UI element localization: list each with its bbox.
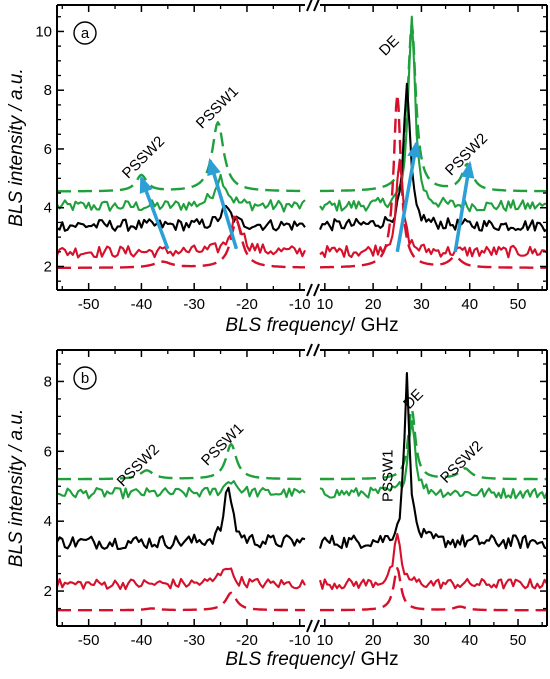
axis-break-mark-0-1 (313, 343, 320, 357)
annotation-pssw2: PSSW2 (437, 438, 486, 487)
series-2-positive-branch (318, 371, 548, 550)
x-tick-label: 20 (365, 296, 382, 313)
x-axis-title: BLS frequency/ GHz (225, 315, 398, 336)
series-0-negative-branch (57, 121, 305, 193)
arrow-1 (208, 160, 239, 250)
x-tick-label: -20 (236, 296, 258, 313)
x-tick-label: 10 (316, 632, 333, 649)
x-tick-label: -30 (183, 632, 205, 649)
axis-break-mark-0-1 (313, 0, 320, 12)
y-tick-label: 2 (44, 583, 52, 600)
y-tick-label: 6 (44, 141, 52, 158)
x-tick-label: 10 (316, 296, 333, 313)
x-tick-label: -40 (131, 296, 153, 313)
series-0-positive-branch (320, 408, 547, 481)
x-tick-label: 40 (461, 296, 478, 313)
annotation-de: DE (376, 33, 403, 60)
y-tick-label: 2 (44, 258, 52, 275)
panel-label: b (81, 370, 89, 387)
series-3-positive-branch (318, 532, 548, 591)
series-4-positive-branch (320, 93, 547, 269)
series-0-negative-branch (57, 443, 305, 481)
y-tick-label: 4 (44, 513, 52, 530)
panel-label-circle (73, 21, 97, 45)
arrow-3 (453, 163, 472, 253)
arrow-head-1 (207, 157, 221, 177)
y-tick-label: 8 (44, 82, 52, 99)
x-tick-label: -50 (78, 632, 100, 649)
series-3-positive-branch (319, 158, 548, 259)
x-tick-label: 30 (413, 632, 430, 649)
axis-break-mark-1-0 (306, 619, 313, 633)
series-1-negative-branch (56, 173, 306, 213)
series-1-negative-branch (56, 480, 306, 500)
arrow-head-3 (460, 160, 475, 179)
y-tick-label: 8 (44, 373, 52, 390)
x-tick-label: -10 (289, 632, 311, 649)
annotation-de: DE (400, 386, 427, 413)
series-2-negative-branch (56, 486, 306, 551)
x-axis-title: BLS frequency/ GHz (225, 649, 398, 670)
y-axis-title: BLS intensity / a.u. (6, 68, 27, 226)
series-2-positive-branch (319, 82, 548, 233)
panel-label: a (81, 25, 90, 42)
series-4-negative-branch (57, 219, 305, 269)
y-axis-title: BLS intensity / a.u. (6, 409, 27, 567)
arrow-head-0 (139, 175, 153, 194)
annotation-pssw1: PSSW1 (379, 450, 396, 503)
series-1-positive-branch (319, 15, 548, 213)
x-tick-label: -50 (78, 296, 100, 313)
axis-break-mark-1-1 (313, 283, 320, 297)
x-tick-label: 20 (365, 632, 382, 649)
x-tick-label: -30 (183, 296, 205, 313)
x-tick-label: -20 (236, 632, 258, 649)
series-0-positive-branch (319, 22, 547, 193)
x-tick-label: 50 (510, 296, 527, 313)
axis-break-mark-0-0 (306, 343, 313, 357)
series-4-positive-branch (320, 567, 547, 612)
annotation-pssw2: PSSW2 (114, 441, 163, 490)
x-tick-label: 50 (510, 632, 527, 649)
x-tick-label: -40 (131, 632, 153, 649)
axis-break-mark-1-1 (313, 619, 320, 633)
x-tick-label: 40 (461, 632, 478, 649)
panel-label-circle (73, 366, 97, 390)
series-1-positive-branch (319, 420, 548, 500)
annotation-pssw1: PSSW1 (198, 420, 247, 469)
series-3-negative-branch (56, 215, 306, 259)
axis-break-mark-0-0 (306, 0, 313, 12)
y-tick-label: 10 (35, 23, 52, 40)
y-tick-label: 4 (44, 200, 52, 217)
x-tick-label: 30 (413, 296, 430, 313)
x-tick-label: -10 (289, 296, 311, 313)
arrow-2 (395, 142, 419, 253)
series-4-negative-branch (57, 591, 305, 612)
y-tick-label: 6 (44, 443, 52, 460)
axis-break-mark-1-0 (306, 283, 313, 297)
panel-b: PSSW2 PSSW1 PSSW1 DE PSSW2 -50 -40 -30 -20 -10 10… (6, 343, 548, 670)
series-3-negative-branch (56, 567, 306, 591)
arrow-head-2 (407, 140, 422, 159)
series-2-negative-branch (56, 204, 306, 232)
